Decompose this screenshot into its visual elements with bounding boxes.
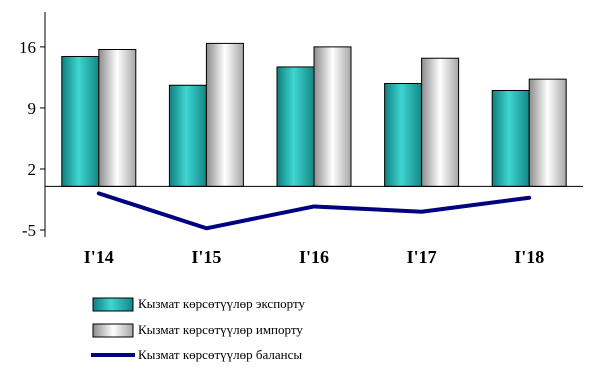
legend-swatch-export — [92, 297, 134, 312]
y-tick-label: -5 — [22, 221, 36, 240]
balance-line — [96, 191, 532, 231]
y-tick-label: 16 — [19, 38, 36, 57]
import-bar — [421, 57, 460, 187]
category-label: I'14 — [84, 247, 114, 267]
legend-swatch-import — [92, 323, 134, 338]
category-label: I'16 — [299, 247, 329, 267]
import-bar — [313, 46, 352, 187]
category-label: I'18 — [514, 247, 544, 267]
legend-label: Кызмат көрсөтүүлөр экспорту — [138, 296, 306, 311]
legend-label: Кызмат көрсөтүүлөр балансы — [138, 347, 302, 362]
export-bar — [491, 89, 530, 187]
export-bar — [168, 84, 207, 187]
export-bar — [61, 55, 100, 187]
plot-area: -5 2 9 16 I'14 I'15 I'16 I'17 I'18 — [19, 12, 583, 267]
export-bar — [384, 83, 423, 187]
import-bar — [528, 78, 567, 187]
import-bar — [205, 42, 244, 187]
category-label: I'15 — [191, 247, 221, 267]
export-bar — [276, 66, 315, 187]
legend-label: Кызмат көрсөтүүлөр импорту — [138, 322, 303, 337]
y-tick-label: 2 — [28, 160, 37, 179]
category-label: I'17 — [407, 247, 437, 267]
y-tick-label: 9 — [28, 99, 37, 118]
legend: Кызмат көрсөтүүлөр экспорту Кызмат көрсөт… — [91, 296, 306, 362]
import-bar — [98, 49, 137, 187]
